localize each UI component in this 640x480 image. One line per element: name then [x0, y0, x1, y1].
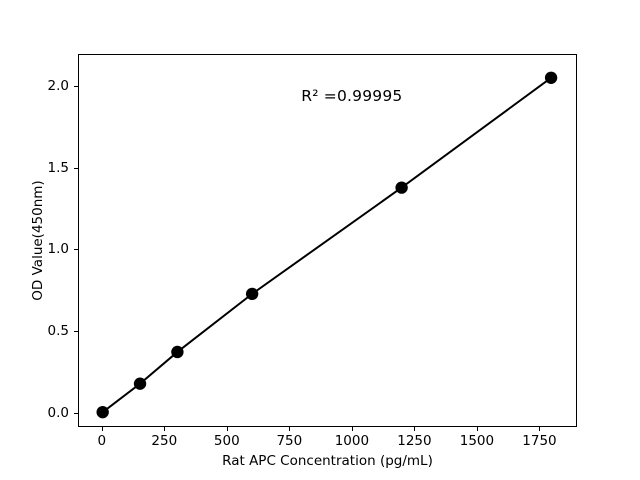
data-point: [171, 345, 184, 359]
data-point: [96, 405, 109, 419]
y-tick-label: 1.5: [47, 159, 69, 176]
y-tick-mark: [74, 85, 78, 87]
x-tick-mark: [289, 427, 291, 431]
y-tick-mark: [74, 331, 78, 333]
x-tick-label: 1000: [334, 433, 370, 449]
x-tick-label: 1750: [522, 433, 557, 449]
x-tick-mark: [226, 427, 228, 431]
x-tick-label: 1250: [397, 433, 432, 449]
data-layer: [96, 71, 558, 419]
x-tick-label: 0: [97, 433, 107, 449]
data-point: [133, 377, 147, 390]
r-squared-annotation: R² =0.99995: [301, 87, 403, 106]
x-tick-label: 500: [213, 433, 240, 449]
y-axis-label: OD Value(450nm): [30, 180, 46, 301]
x-tick-label: 250: [151, 433, 178, 449]
y-tick-mark: [74, 167, 78, 169]
y-tick-label: 0.5: [47, 323, 69, 340]
x-tick-mark: [476, 427, 478, 431]
y-tick-mark: [74, 249, 78, 251]
x-tick-mark: [164, 427, 166, 431]
x-tick-mark: [351, 427, 353, 431]
y-tick-label: 2.0: [47, 77, 69, 94]
x-tick-mark: [539, 427, 541, 431]
plot-area: [78, 54, 577, 427]
data-point: [395, 181, 408, 194]
x-tick-mark: [414, 427, 416, 431]
series-points: [96, 71, 558, 419]
x-tick-label: 1500: [459, 433, 495, 449]
y-tick-mark: [74, 413, 78, 415]
y-tick-label: 0.0: [47, 405, 69, 422]
x-tick-mark: [101, 427, 103, 431]
x-axis-label: Rat APC Concentration (pg/mL): [222, 453, 433, 469]
x-tick-label: 750: [276, 433, 303, 449]
y-tick-label: 1.0: [47, 241, 69, 258]
data-point: [544, 71, 558, 84]
data-point: [245, 287, 259, 301]
series-line: [102, 76, 552, 413]
